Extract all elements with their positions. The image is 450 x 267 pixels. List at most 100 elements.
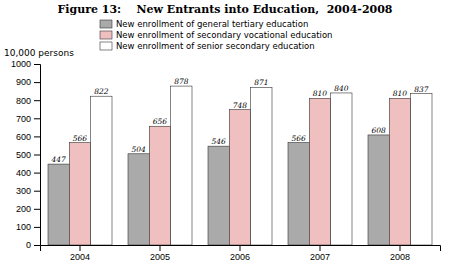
y-tick: 1000: [11, 59, 40, 69]
y-tick: 0: [26, 240, 40, 250]
x-tick-mark: [80, 245, 81, 251]
bar: [48, 164, 69, 245]
title: Figure 13: New Entrants into Education, …: [57, 3, 392, 16]
y-tick-mark: [34, 191, 40, 192]
data-label: 566: [292, 134, 307, 143]
y-tick-label: 200: [16, 204, 31, 214]
data-label: 656: [153, 117, 168, 126]
y-tick: 300: [16, 186, 40, 196]
y-tick-label: 600: [16, 132, 31, 142]
x-tick: 2004: [70, 245, 90, 262]
y-tick-mark: [34, 64, 40, 65]
y-tick: 700: [16, 114, 40, 124]
bar: [229, 110, 250, 245]
legend-label: New enrollment of secondary vocational e…: [116, 30, 333, 40]
y-tick-mark: [34, 227, 40, 228]
bar: [208, 146, 229, 245]
y-tick: 800: [16, 96, 40, 106]
plot: 0 100 200 300 400 500 600 700 800 900 1000 2004 2005…: [11, 59, 441, 262]
y-tick: 500: [16, 150, 40, 160]
x-tick-label: 2007: [310, 252, 330, 262]
y-tick-mark: [34, 173, 40, 174]
y-axis: 0 100 200 300 400 500 600 700 800 900 1000: [11, 59, 41, 250]
y-axis-title: 10,000 persons: [4, 48, 74, 58]
bar: [251, 87, 272, 245]
data-label: 871: [254, 78, 268, 87]
y-tick: 600: [16, 132, 40, 142]
legend: New enrollment of general tertiary educa…: [100, 19, 333, 51]
bar: [69, 143, 90, 245]
data-labels: 447 504 546 566 608 566 656 748 810 810 822 878 871 8…: [51, 77, 429, 164]
data-label: 608: [372, 126, 387, 135]
bar: [411, 94, 432, 245]
data-label: 837: [414, 85, 429, 94]
bar: [288, 143, 309, 245]
y-tick-label: 0: [26, 240, 31, 250]
y-tick-label: 900: [16, 77, 31, 87]
x-tick-mark: [240, 245, 241, 251]
y-tick-mark: [34, 82, 40, 83]
y-tick-label: 700: [16, 114, 31, 124]
chart-svg: Figure 13: New Entrants into Education, …: [0, 0, 450, 267]
y-axis-line: [34, 65, 41, 246]
bar: [331, 93, 352, 245]
data-label: 822: [94, 87, 109, 96]
y-tick: 200: [16, 204, 40, 214]
legend-swatch: [100, 20, 112, 28]
data-label: 810: [313, 89, 328, 98]
data-label: 878: [174, 77, 189, 86]
x-tick: 2007: [310, 245, 330, 262]
data-label: 810: [393, 89, 408, 98]
data-label: 840: [334, 84, 349, 93]
y-tick-mark: [34, 209, 40, 210]
y-tick-label: 100: [16, 222, 31, 232]
bar: [128, 154, 149, 245]
legend-item: New enrollment of secondary vocational e…: [100, 30, 333, 40]
bar: [309, 98, 330, 245]
x-tick-label: 2008: [390, 252, 410, 262]
data-label: 447: [51, 155, 67, 164]
data-label: 546: [212, 137, 227, 146]
legend-swatch: [100, 31, 112, 39]
x-tick-label: 2006: [230, 252, 250, 262]
y-tick-mark: [34, 155, 40, 156]
y-tick-mark: [34, 245, 40, 246]
y-tick: 900: [16, 77, 40, 87]
x-axis-line: [41, 246, 441, 252]
x-tick-label: 2005: [150, 252, 170, 262]
x-tick-mark: [320, 245, 321, 251]
data-label: 504: [132, 145, 147, 154]
bar: [149, 126, 170, 245]
legend-swatch: [100, 42, 112, 50]
y-tick-label: 800: [16, 96, 31, 106]
bar-series: [91, 86, 432, 245]
x-tick: 2006: [230, 245, 250, 262]
bars: [48, 86, 432, 245]
legend-item: New enrollment of general tertiary educa…: [100, 19, 308, 29]
bar: [368, 135, 389, 245]
legend-item: New enrollment of senior secondary educa…: [100, 41, 315, 51]
x-tick: 2005: [150, 245, 170, 262]
bar: [171, 86, 192, 245]
x-tick-mark: [400, 245, 401, 251]
x-tick: 2008: [390, 245, 410, 262]
y-tick: 100: [16, 222, 40, 232]
bar: [389, 98, 410, 245]
y-tick-mark: [34, 100, 40, 101]
bar-series: [69, 98, 410, 245]
bar: [91, 96, 112, 245]
y-tick-label: 400: [16, 168, 31, 178]
legend-label: New enrollment of senior secondary educa…: [116, 41, 315, 51]
legend-label: New enrollment of general tertiary educa…: [116, 19, 308, 29]
x-axis: 2004 2005 2006 2007 2008: [41, 245, 441, 262]
y-tick-label: 1000: [11, 59, 31, 69]
x-tick-mark: [160, 245, 161, 251]
data-label: 566: [73, 134, 88, 143]
y-tick-mark: [34, 118, 40, 119]
x-tick-label: 2004: [70, 252, 90, 262]
y-tick-label: 300: [16, 186, 31, 196]
y-tick: 400: [16, 168, 40, 178]
y-tick-label: 500: [16, 150, 31, 160]
y-tick-mark: [34, 136, 40, 137]
data-label: 748: [233, 101, 248, 110]
